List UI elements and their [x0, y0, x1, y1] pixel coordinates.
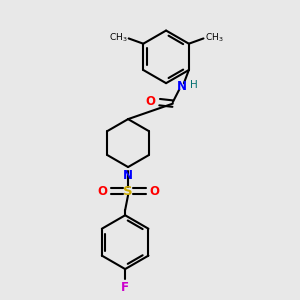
Text: N: N	[177, 80, 187, 93]
Text: O: O	[97, 184, 107, 197]
Text: S: S	[123, 184, 133, 197]
Text: CH$_3$: CH$_3$	[205, 32, 224, 44]
Text: O: O	[149, 184, 159, 197]
Text: CH$_3$: CH$_3$	[109, 32, 127, 44]
Text: F: F	[121, 281, 129, 294]
Text: O: O	[146, 95, 155, 108]
Text: H: H	[190, 80, 198, 90]
Text: N: N	[123, 169, 133, 182]
